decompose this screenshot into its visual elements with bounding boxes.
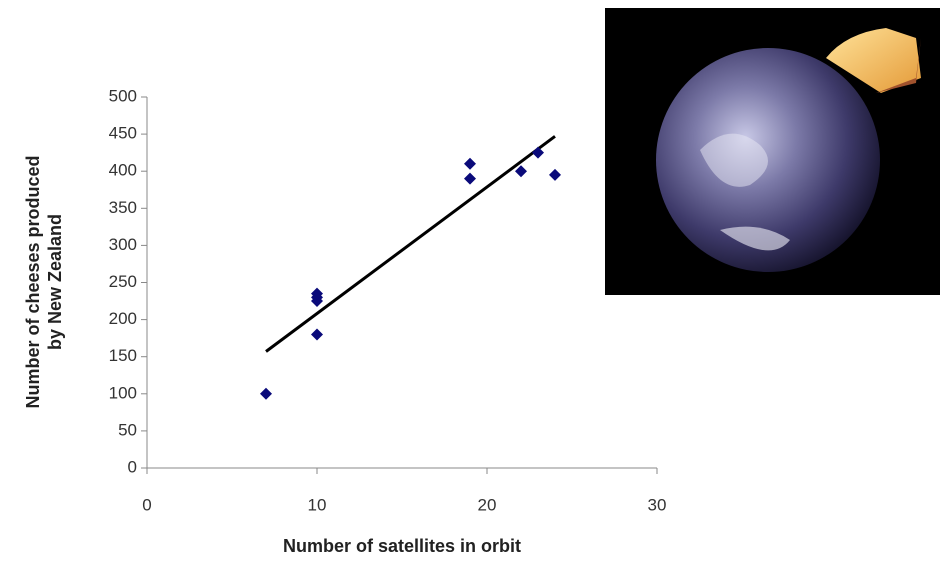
data-point	[464, 157, 476, 170]
data-point	[532, 146, 544, 159]
y-tick-label: 300	[109, 235, 137, 254]
data-point	[311, 287, 323, 300]
y-axis-title-line: Number of cheeses produced	[23, 155, 43, 408]
y-tick-label: 450	[109, 124, 137, 143]
data-point	[549, 168, 561, 181]
y-tick-label: 500	[109, 86, 137, 105]
y-tick-label: 0	[128, 457, 137, 476]
x-tick-label: 20	[478, 495, 497, 514]
y-tick-label: 100	[109, 383, 137, 402]
x-tick-label: 0	[142, 495, 151, 514]
y-axis-title: Number of cheeses produced by New Zealan…	[23, 155, 65, 408]
trend-line	[265, 135, 556, 353]
y-tick-label: 400	[109, 161, 137, 180]
y-tick-label: 50	[118, 420, 137, 439]
y-axis-title-line: by New Zealand	[45, 214, 65, 350]
y-tick-label: 150	[109, 346, 137, 365]
x-tick-label: 30	[648, 495, 667, 514]
y-tick-label: 250	[109, 272, 137, 291]
x-axis-title: Number of satellites in orbit	[283, 536, 521, 556]
data-point	[260, 387, 272, 400]
data-point	[464, 172, 476, 185]
data-point	[515, 165, 527, 178]
y-tick-label: 350	[109, 198, 137, 217]
data-point	[311, 328, 323, 341]
y-tick-label: 200	[109, 309, 137, 328]
x-tick-label: 10	[308, 495, 327, 514]
earth-picture	[605, 8, 940, 295]
